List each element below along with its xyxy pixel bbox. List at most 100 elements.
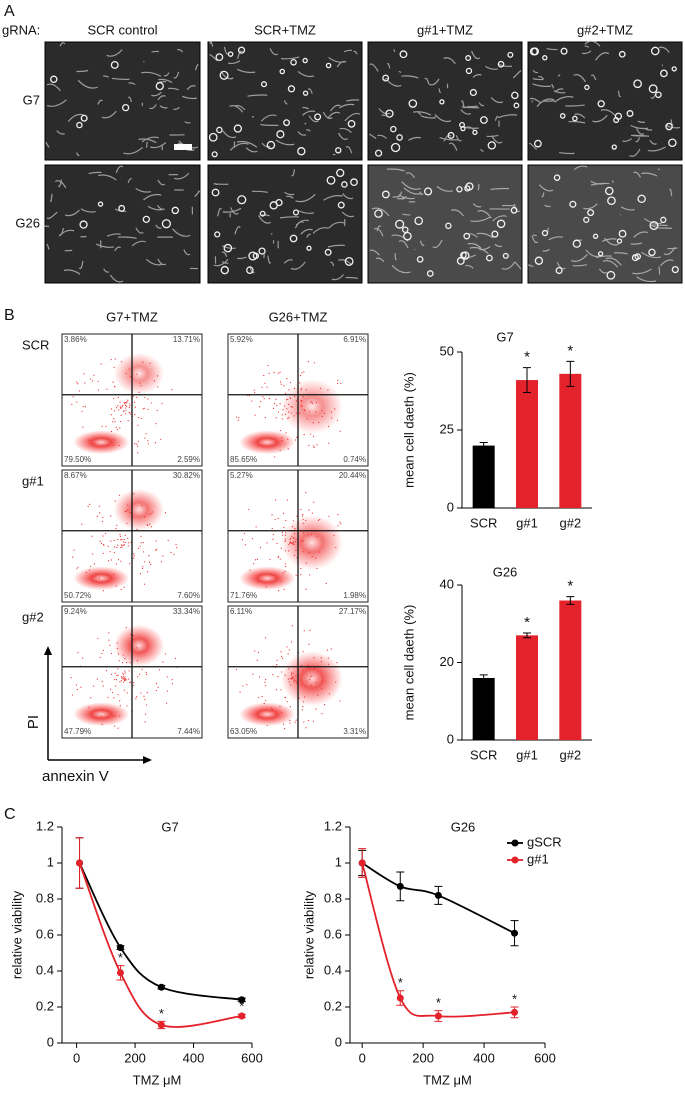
cell-body xyxy=(502,252,509,259)
event-dot xyxy=(70,677,72,679)
cell-body xyxy=(347,119,356,128)
event-dot xyxy=(256,558,259,560)
cell-body xyxy=(616,238,623,244)
event-dot xyxy=(133,555,135,557)
cell-body xyxy=(279,68,286,75)
event-dot xyxy=(295,574,297,576)
cell-body xyxy=(408,99,418,108)
event-dot xyxy=(120,588,122,591)
event-dot xyxy=(117,693,119,696)
cell-body xyxy=(76,121,83,129)
event-dot xyxy=(281,711,283,714)
event-dot xyxy=(290,677,293,679)
event-dot xyxy=(157,386,159,388)
event-dot xyxy=(313,445,315,447)
x-tick-label: 0 xyxy=(359,1050,366,1065)
event-dot xyxy=(109,551,111,553)
event-dot xyxy=(144,396,146,399)
cell-body xyxy=(276,130,285,139)
event-dot xyxy=(138,417,140,419)
quadrant-percent: 1.98% xyxy=(343,591,366,600)
event-dot xyxy=(117,538,119,540)
micrograph-bg xyxy=(44,41,201,161)
event-dot xyxy=(292,677,294,679)
x-tick-label: SCR xyxy=(470,515,497,530)
event-dot xyxy=(301,405,303,407)
y-tick-label: 0.6 xyxy=(324,926,342,941)
event-dot xyxy=(110,540,112,542)
event-dot xyxy=(98,577,100,579)
event-dot xyxy=(276,689,278,691)
event-dot xyxy=(102,535,104,537)
event-dot xyxy=(110,408,113,410)
cell-body xyxy=(496,219,506,229)
cell-body xyxy=(485,254,493,262)
quadrant-percent: 5.27% xyxy=(230,471,253,480)
event-dot xyxy=(291,406,293,408)
event-dot xyxy=(252,673,254,675)
event-dot xyxy=(155,682,158,685)
cell-body xyxy=(269,201,278,210)
cell-body xyxy=(214,231,221,238)
column-header: G7+TMZ xyxy=(106,309,158,324)
event-dot xyxy=(301,372,303,374)
error-bar xyxy=(566,596,575,605)
event-dot xyxy=(114,500,116,502)
event-dot xyxy=(302,651,304,653)
event-dot xyxy=(112,692,114,694)
event-dot xyxy=(121,662,124,664)
event-dot xyxy=(115,585,118,587)
event-dot xyxy=(264,416,266,419)
event-dot xyxy=(146,692,148,694)
panel-label: B xyxy=(4,307,15,324)
cell-body xyxy=(211,151,218,158)
cell-body xyxy=(513,102,520,109)
event-dot xyxy=(77,652,79,654)
event-dot xyxy=(303,630,305,632)
series-line xyxy=(361,862,515,1018)
event-dot xyxy=(260,401,262,403)
event-dot xyxy=(288,417,290,419)
arrow-head xyxy=(44,646,52,655)
event-dot xyxy=(300,389,302,391)
event-dot xyxy=(80,686,82,688)
cell-body xyxy=(289,234,298,243)
cell-body xyxy=(660,69,668,78)
significance-mark: * xyxy=(567,342,573,359)
cell-body xyxy=(314,113,322,121)
event-dot xyxy=(117,544,119,546)
event-dot xyxy=(113,397,115,400)
event-dot xyxy=(142,566,144,568)
event-dot xyxy=(288,403,290,406)
micrograph xyxy=(207,41,363,161)
event-dot xyxy=(115,407,118,409)
event-dot xyxy=(112,715,115,717)
event-dot xyxy=(292,543,294,545)
event-dot xyxy=(143,407,145,409)
event-dot xyxy=(124,401,127,404)
event-dot xyxy=(141,668,143,670)
event-dot xyxy=(120,414,122,416)
event-dot xyxy=(98,505,100,507)
event-dot xyxy=(292,672,294,674)
y-tick-label: 0.8 xyxy=(36,890,54,905)
y-tick-label: 1 xyxy=(47,854,54,869)
event-dot xyxy=(289,719,291,722)
event-dot xyxy=(335,546,337,549)
event-dot xyxy=(317,519,320,521)
event-dot xyxy=(308,444,310,446)
event-dot xyxy=(140,385,142,387)
event-dot xyxy=(279,429,282,432)
cell-body xyxy=(248,251,258,261)
micrograph-bg xyxy=(44,164,201,284)
event-dot xyxy=(254,414,256,416)
event-dot xyxy=(81,410,83,413)
event-dot xyxy=(299,375,302,377)
series-line xyxy=(78,862,242,1028)
event-dot xyxy=(282,657,284,659)
event-dot xyxy=(265,586,267,588)
event-dot xyxy=(87,505,89,507)
event-dot xyxy=(310,533,312,536)
quadrant-percent: 47.79% xyxy=(64,727,91,736)
event-dot xyxy=(122,404,124,406)
